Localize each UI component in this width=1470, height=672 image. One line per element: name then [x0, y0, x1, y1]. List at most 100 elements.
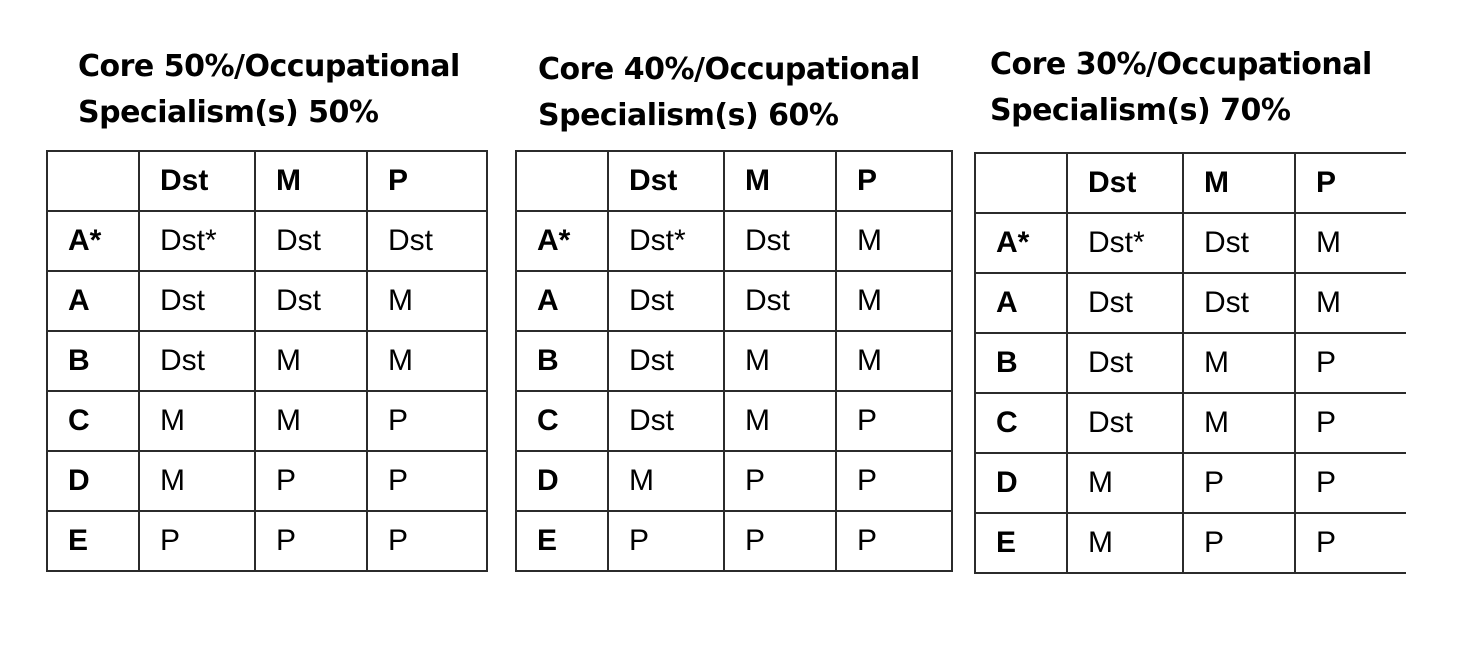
grade-table: Dst M P A* Dst* Dst Dst A Dst Dst M B Ds… — [46, 150, 488, 572]
row-grade: E — [46, 510, 140, 572]
row-grade: B — [974, 332, 1068, 394]
column-header-p: P — [835, 150, 953, 212]
table-row: E M P P — [974, 512, 1406, 574]
table-cell: Dst — [607, 270, 725, 332]
column-header-p: P — [1294, 152, 1406, 214]
column-header-m: M — [254, 150, 368, 212]
column-header-p: P — [366, 150, 488, 212]
table-cell: M — [254, 330, 368, 392]
panel-title-line1: Core 50%/Occupational — [78, 49, 460, 84]
table-row: A Dst Dst M — [515, 270, 953, 332]
table-cell: P — [1182, 512, 1296, 574]
row-grade: A* — [515, 210, 609, 272]
table-cell: M — [723, 390, 837, 452]
table-row: C Dst M P — [515, 390, 953, 452]
table-cell: P — [366, 390, 488, 452]
table-cell: M — [1066, 452, 1184, 514]
row-grade: D — [515, 450, 609, 512]
row-grade: E — [515, 510, 609, 572]
table-row: A* Dst* Dst M — [974, 212, 1406, 274]
table-cell: P — [1294, 452, 1406, 514]
column-header-dst: Dst — [138, 150, 256, 212]
row-grade: A — [46, 270, 140, 332]
table-cell: M — [607, 450, 725, 512]
table-cell: P — [1294, 332, 1406, 394]
row-grade: C — [46, 390, 140, 452]
table-cell: M — [1066, 512, 1184, 574]
table-row: C M M P — [46, 390, 488, 452]
table-cell: M — [1294, 272, 1406, 334]
column-header-m: M — [723, 150, 837, 212]
row-grade: D — [974, 452, 1068, 514]
row-grade: E — [974, 512, 1068, 574]
table-cell: Dst — [138, 270, 256, 332]
table-cell: P — [835, 390, 953, 452]
table-row: D M P P — [46, 450, 488, 512]
column-header-m: M — [1182, 152, 1296, 214]
table-cell: Dst — [138, 330, 256, 392]
table-row: B Dst M M — [46, 330, 488, 392]
corner-cell — [46, 150, 140, 212]
table-cell: P — [723, 510, 837, 572]
table-cell: Dst — [1066, 392, 1184, 454]
row-grade: C — [515, 390, 609, 452]
table-row: D M P P — [974, 452, 1406, 514]
table-cell: P — [254, 450, 368, 512]
table-cell: Dst — [723, 270, 837, 332]
table-cell: P — [1294, 392, 1406, 454]
table-cell: M — [1182, 392, 1296, 454]
grade-table: Dst M P A* Dst* Dst M A Dst Dst M B Dst … — [974, 152, 1406, 574]
corner-cell — [974, 152, 1068, 214]
table-cell: P — [835, 450, 953, 512]
table-cell: Dst — [607, 330, 725, 392]
table-cell: Dst — [366, 210, 488, 272]
table-cell: P — [1182, 452, 1296, 514]
panel-title: Core 40%/Occupational Specialism(s) 60% — [538, 47, 920, 139]
table-cell: P — [366, 510, 488, 572]
table-cell: Dst* — [138, 210, 256, 272]
row-grade: B — [515, 330, 609, 392]
table-cell: M — [723, 330, 837, 392]
table-cell: M — [138, 390, 256, 452]
row-grade: A* — [46, 210, 140, 272]
row-grade: A — [515, 270, 609, 332]
table-row: B Dst M P — [974, 332, 1406, 394]
table-cell: Dst — [254, 210, 368, 272]
table-cell: P — [1294, 512, 1406, 574]
table-row: A Dst Dst M — [46, 270, 488, 332]
table-cell: M — [138, 450, 256, 512]
table-row: A Dst Dst M — [974, 272, 1406, 334]
table-cell: M — [1294, 212, 1406, 274]
panel-title-line1: Core 40%/Occupational — [538, 52, 920, 87]
table-cell: P — [835, 510, 953, 572]
table-cell: M — [366, 270, 488, 332]
table-cell: P — [366, 450, 488, 512]
row-grade: D — [46, 450, 140, 512]
table-cell: Dst* — [1066, 212, 1184, 274]
panel-title-line1: Core 30%/Occupational — [990, 47, 1372, 82]
table-row: D M P P — [515, 450, 953, 512]
table-cell: P — [607, 510, 725, 572]
table-cell: Dst — [723, 210, 837, 272]
column-header-dst: Dst — [607, 150, 725, 212]
panel-title-line2: Specialism(s) 50% — [78, 95, 379, 130]
table-cell: Dst — [1182, 212, 1296, 274]
panel-title: Core 30%/Occupational Specialism(s) 70% — [990, 42, 1372, 134]
table-cell: M — [1182, 332, 1296, 394]
table-cell: P — [138, 510, 256, 572]
row-grade: A* — [974, 212, 1068, 274]
table-cell: M — [835, 210, 953, 272]
table-cell: M — [254, 390, 368, 452]
table-cell: Dst* — [607, 210, 725, 272]
table-cell: M — [835, 330, 953, 392]
table-cell: Dst — [254, 270, 368, 332]
panel-title-line2: Specialism(s) 70% — [990, 93, 1291, 128]
row-grade: A — [974, 272, 1068, 334]
table-cell: Dst — [1066, 332, 1184, 394]
column-header-dst: Dst — [1066, 152, 1184, 214]
table-row: E P P P — [515, 510, 953, 572]
table-cell: M — [366, 330, 488, 392]
table-row: B Dst M M — [515, 330, 953, 392]
corner-cell — [515, 150, 609, 212]
table-header-row: Dst M P — [974, 152, 1406, 214]
